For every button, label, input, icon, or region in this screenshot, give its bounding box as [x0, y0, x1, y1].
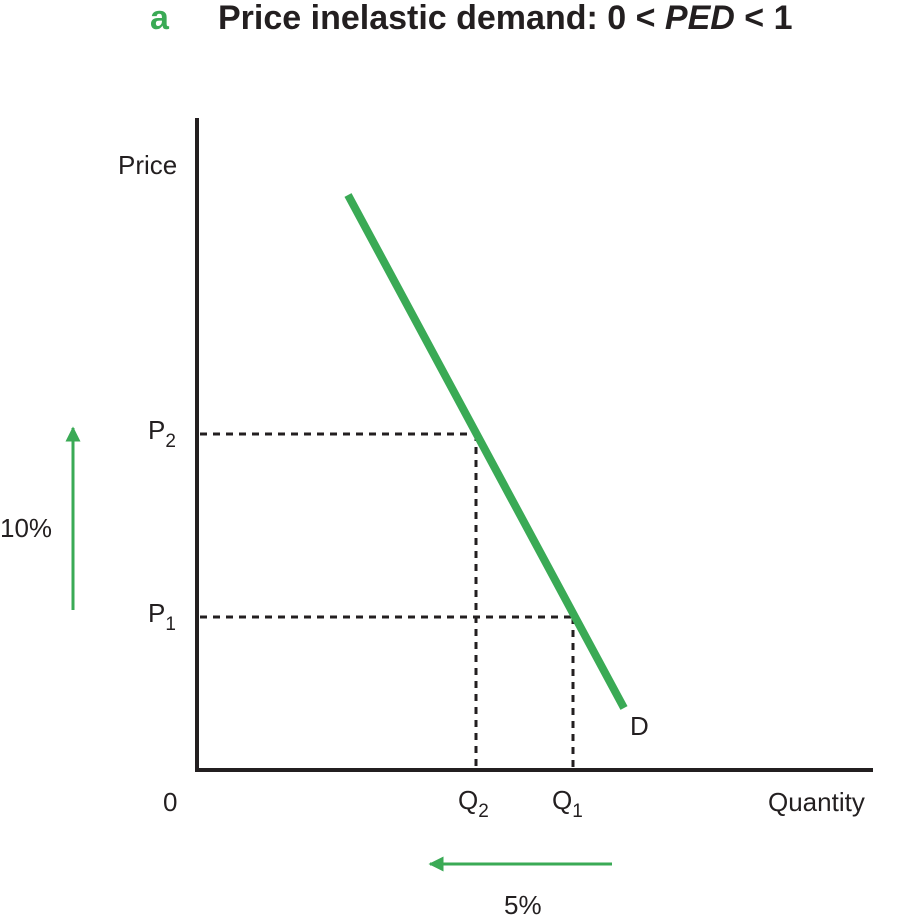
demand-curve: [344, 193, 628, 710]
price-symbol: P: [148, 598, 165, 628]
panel-letter: a: [150, 0, 170, 37]
curve-label: D: [630, 711, 649, 741]
quantity-label: Q1: [552, 785, 583, 822]
price-label: P1: [148, 598, 176, 635]
quantity-symbol: Q: [552, 785, 572, 815]
quantity-label: Q2: [458, 785, 489, 822]
quantity-change-label: 5%: [504, 890, 542, 919]
quantity-subscript: 2: [478, 801, 489, 822]
quantity-symbol: Q: [458, 785, 478, 815]
price-subscript: 1: [165, 614, 176, 635]
title: Price inelastic demand: 0 < PED < 1: [218, 0, 793, 37]
title-part: Price inelastic demand: 0 <: [218, 0, 665, 37]
quantity-subscript: 1: [572, 801, 583, 822]
price-label: P2: [148, 415, 176, 452]
price-subscript: 2: [165, 431, 176, 452]
title-part: PED: [665, 0, 735, 37]
origin-label: 0: [163, 787, 177, 817]
price-symbol: P: [148, 415, 165, 445]
price-change-label: 10%: [0, 513, 52, 543]
title-part: < 1: [735, 0, 793, 37]
y-axis-label: Price: [118, 150, 177, 180]
x-axis-label: Quantity: [768, 787, 865, 817]
